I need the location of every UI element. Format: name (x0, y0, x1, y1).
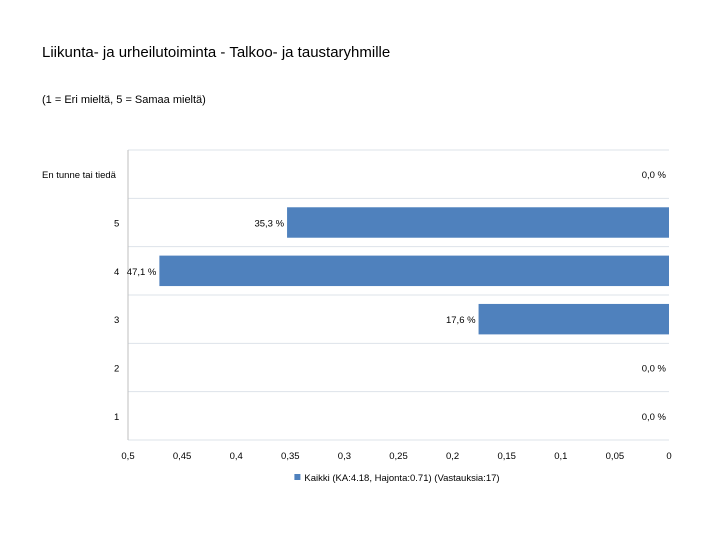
x-tick-label: 0,25 (389, 451, 408, 462)
bar (478, 303, 669, 335)
data-label: 47,1 % (127, 267, 157, 278)
category-label: En tunne tai tiedä (42, 170, 117, 181)
data-label: 0,0 % (642, 170, 667, 181)
category-label: 5 (114, 219, 119, 230)
x-tick-label: 0,3 (338, 451, 351, 462)
data-label: 17,6 % (446, 315, 476, 326)
x-tick-label: 0,4 (230, 451, 243, 462)
x-tick-label: 0,35 (281, 451, 300, 462)
x-tick-label: 0,1 (554, 451, 567, 462)
legend-label: Kaikki (KA:4.18, Hajonta:0.71) (Vastauks… (304, 473, 499, 484)
legend-swatch (294, 474, 301, 480)
chart-title: Liikunta- ja urheilutoiminta - Talkoo- j… (42, 44, 391, 61)
x-tick-label: 0,5 (121, 451, 134, 462)
data-label: 0,0 % (642, 412, 667, 423)
data-label: 0,0 % (642, 364, 667, 375)
data-label: 35,3 % (254, 219, 284, 230)
category-label: 2 (114, 364, 119, 375)
category-label: 3 (114, 315, 119, 326)
bar (287, 207, 669, 238)
x-tick-label: 0,15 (497, 451, 516, 462)
x-tick-label: 0,2 (446, 451, 459, 462)
x-tick-label: 0 (666, 451, 671, 462)
x-tick-label: 0,05 (606, 451, 625, 462)
x-tick-label: 0,45 (173, 451, 192, 462)
category-label: 1 (114, 412, 119, 423)
chart-subtitle: (1 = Eri mieltä, 5 = Samaa mieltä) (42, 94, 206, 106)
bar (159, 255, 670, 287)
category-label: 4 (114, 267, 119, 278)
